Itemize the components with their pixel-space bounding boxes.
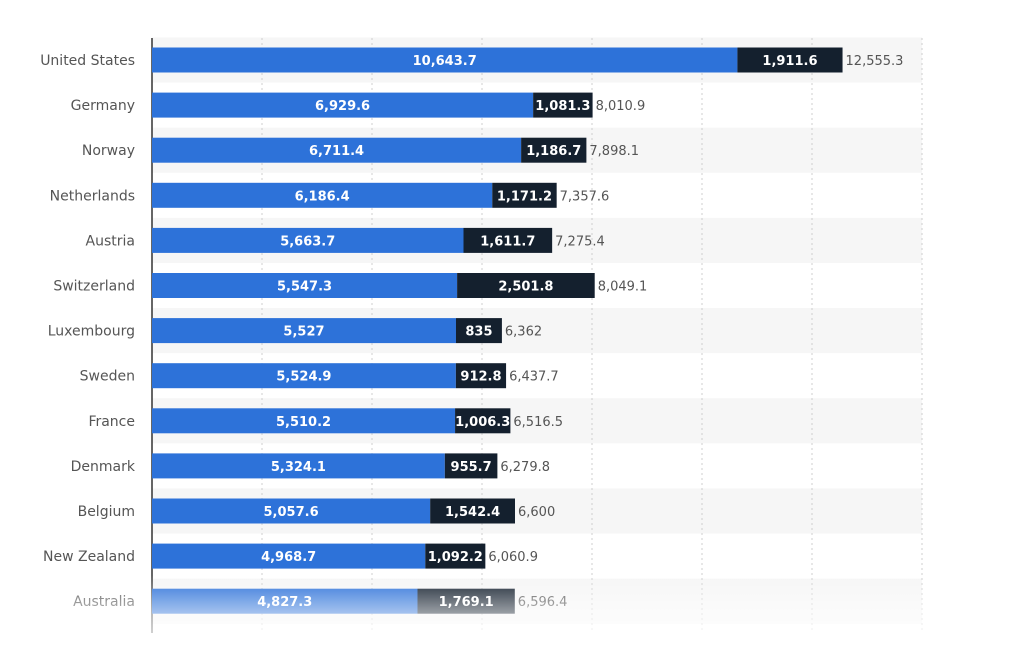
data-label-1: 4,968.7	[261, 550, 316, 565]
category-label: Germany	[71, 98, 135, 114]
data-label-1: 5,524.9	[276, 370, 331, 385]
category-label: Australia	[73, 594, 135, 610]
bar-segment-2	[444, 453, 498, 479]
total-label: 8,049.1	[598, 280, 648, 295]
data-label-2: 912.8	[460, 370, 501, 385]
data-label-2: 1,611.7	[480, 234, 535, 249]
bar-segment-1	[152, 92, 534, 118]
bar-segment-1	[152, 408, 456, 434]
bar-segment-1	[152, 182, 493, 208]
bar-segment-2	[521, 137, 587, 163]
bar-segment-2	[455, 318, 502, 344]
data-label-1: 4,827.3	[257, 595, 312, 610]
data-label-2: 1,769.1	[439, 595, 494, 610]
data-label-1: 6,929.6	[315, 99, 370, 114]
bar-segment-2	[430, 498, 515, 524]
total-label: 6,362	[505, 325, 542, 340]
bar-segment-2	[737, 47, 843, 73]
total-label: 7,357.6	[560, 189, 610, 204]
data-label-1: 5,547.3	[277, 280, 332, 295]
data-label-2: 1,006.3	[455, 415, 510, 430]
category-label: Austria	[86, 233, 135, 249]
total-label: 7,275.4	[555, 234, 605, 249]
total-label: 8,010.9	[596, 99, 646, 114]
data-label-2: 1,186.7	[526, 144, 581, 159]
total-label: 6,060.9	[488, 550, 538, 565]
data-label-1: 5,527	[283, 325, 324, 340]
data-label-1: 5,510.2	[276, 415, 331, 430]
bar-segment-1	[152, 543, 426, 569]
total-label: 6,437.7	[509, 370, 559, 385]
data-label-2: 1,542.4	[445, 505, 500, 520]
bar-segment-1	[152, 453, 445, 479]
data-label-1: 5,663.7	[280, 234, 335, 249]
category-label: France	[88, 414, 135, 430]
data-label-1: 5,057.6	[264, 505, 319, 520]
bar-segment-1	[152, 47, 738, 73]
bar-segment-1	[152, 273, 458, 298]
bar-segment-1	[152, 498, 431, 524]
category-label: Denmark	[71, 459, 136, 475]
data-label-2: 1,081.3	[535, 99, 590, 114]
category-label: Belgium	[78, 504, 135, 520]
category-label: New Zealand	[43, 549, 135, 565]
data-label-1: 10,643.7	[413, 54, 477, 69]
data-label-1: 6,711.4	[309, 144, 364, 159]
category-label: Switzerland	[53, 279, 135, 295]
category-label: Sweden	[80, 369, 135, 385]
bar-segment-1	[152, 363, 456, 389]
total-label: 12,555.3	[846, 54, 904, 69]
total-label: 6,279.8	[500, 460, 550, 475]
bar-segment-1	[152, 227, 464, 253]
total-label: 6,596.4	[518, 595, 568, 610]
data-label-2: 2,501.8	[498, 280, 553, 295]
category-label: Luxembourg	[48, 324, 135, 340]
bar-segment-2	[455, 408, 511, 434]
bar-segment-2	[457, 273, 595, 298]
total-label: 7,898.1	[589, 144, 639, 159]
category-label: United States	[40, 53, 135, 69]
bar-segment-2	[463, 227, 553, 253]
bar-segment-2	[533, 92, 593, 118]
data-label-2: 1,092.2	[428, 550, 483, 565]
category-label: Norway	[82, 143, 135, 159]
bar-segment-1	[152, 318, 456, 344]
data-label-1: 6,186.4	[295, 189, 350, 204]
total-label: 6,516.5	[513, 415, 563, 430]
data-label-2: 835	[465, 325, 492, 340]
total-label: 6,600	[518, 505, 555, 520]
bar-segment-1	[152, 137, 522, 163]
data-label-2: 1,171.2	[497, 189, 552, 204]
data-label-1: 5,324.1	[271, 460, 326, 475]
data-label-2: 1,911.6	[762, 54, 817, 69]
bar-segment-2	[492, 182, 557, 208]
bar-segment-2	[455, 363, 507, 389]
data-label-2: 955.7	[451, 460, 492, 475]
category-label: Netherlands	[50, 188, 135, 204]
bar-segment-2	[425, 543, 486, 569]
